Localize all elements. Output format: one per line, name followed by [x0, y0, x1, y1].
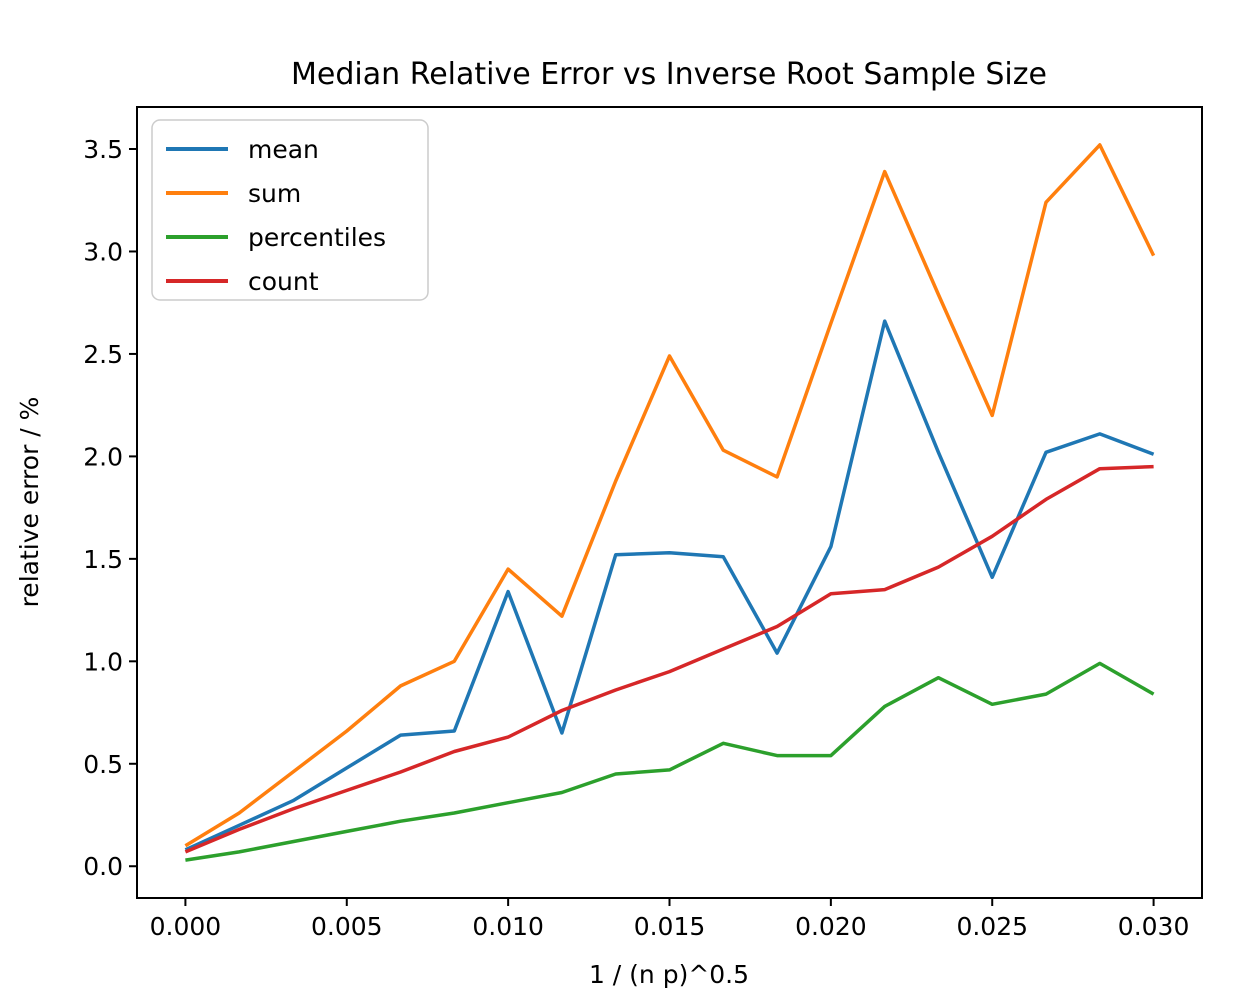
- legend-label-percentiles: percentiles: [248, 223, 386, 252]
- series-lines: [184, 143, 1156, 862]
- x-tick-label: 0.030: [1118, 912, 1190, 941]
- legend-item-percentiles: percentiles: [166, 223, 386, 252]
- x-tick-label: 0.020: [795, 912, 867, 941]
- legend-item-sum: sum: [166, 179, 301, 208]
- y-tick-label: 2.5: [83, 340, 123, 369]
- line-percentiles: [185, 661, 1155, 862]
- x-axis-ticks: 0.000 0.005 0.010 0.015 0.020 0.025 0.030: [150, 898, 1190, 941]
- y-tick-label: 3.0: [83, 237, 123, 266]
- line-sum: [184, 143, 1156, 848]
- x-axis-label: 1 / (n p)^0.5: [589, 960, 749, 989]
- legend-label-count: count: [248, 267, 319, 296]
- legend: mean sum percentiles count: [151, 119, 429, 301]
- legend-item-count: count: [166, 267, 319, 296]
- x-tick-label: 0.000: [150, 912, 222, 941]
- y-axis-ticks: 0.0 0.5 1.0 1.5 2.0 2.5 3.0 3.5: [83, 135, 137, 881]
- x-tick-label: 0.015: [634, 912, 706, 941]
- x-tick-label: 0.010: [472, 912, 544, 941]
- x-tick-label: 0.005: [311, 912, 383, 941]
- legend-label-mean: mean: [248, 135, 319, 164]
- chart-title: Median Relative Error vs Inverse Root Sa…: [291, 57, 1047, 92]
- line-count: [184, 464, 1154, 854]
- y-tick-label: 2.0: [83, 442, 123, 471]
- y-tick-label: 0.0: [83, 852, 123, 881]
- y-tick-label: 0.5: [83, 750, 123, 779]
- x-tick-label: 0.025: [956, 912, 1028, 941]
- legend-label-sum: sum: [248, 179, 301, 208]
- y-axis-label: relative error / %: [15, 397, 44, 608]
- y-tick-label: 1.5: [83, 545, 123, 574]
- legend-box: [151, 119, 429, 301]
- y-tick-label: 1.0: [83, 647, 123, 676]
- y-tick-label: 3.5: [83, 135, 123, 164]
- line-mean: [184, 319, 1155, 852]
- legend-item-mean: mean: [166, 135, 319, 164]
